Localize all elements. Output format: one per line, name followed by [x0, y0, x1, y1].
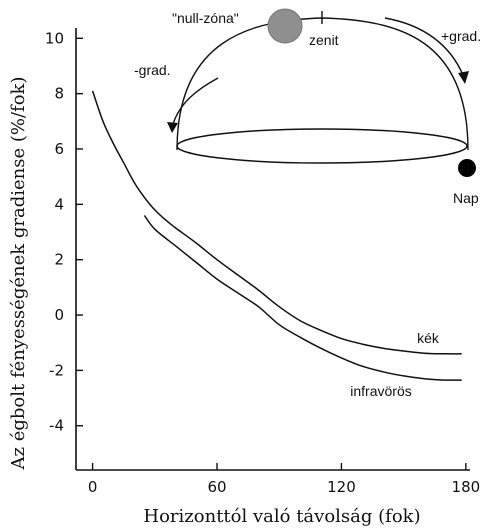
- x-axis-ticks: 0 60 120 180: [88, 463, 480, 496]
- y-tick-label: 10: [45, 29, 64, 47]
- y-axis-ticks: 10 8 6 4 2 0 -2 -4: [45, 29, 83, 435]
- y-tick-label: -2: [49, 361, 64, 379]
- series-layer: [91, 90, 462, 381]
- sky-dome-diagram: "null-zóna" zenit -grad. +grad. Nap: [134, 8, 481, 206]
- sun-label: Nap: [453, 190, 479, 206]
- zenith-label: zenit: [309, 32, 339, 48]
- x-tick-label: 180: [452, 478, 481, 496]
- plus-gradient-label: +grad.: [441, 28, 481, 44]
- series-line-infrared: [143, 214, 462, 381]
- x-tick-label: 120: [327, 478, 356, 496]
- y-tick-label: 2: [54, 251, 64, 269]
- x-tick-label: 0: [88, 478, 98, 496]
- y-tick-label: -4: [49, 417, 64, 435]
- plus-gradient-arrow: [384, 17, 464, 76]
- null-zone-disc: [267, 8, 303, 44]
- x-tick-label: 60: [207, 478, 226, 496]
- y-tick-label: 8: [54, 85, 64, 103]
- plus-gradient-arrowhead: [458, 71, 469, 84]
- minus-gradient-arrowhead: [167, 122, 178, 133]
- y-axis-title: Az égbolt fényességének gradiense (%/fok…: [8, 77, 29, 471]
- x-axis-title: Horizonttól való távolság (fok): [143, 506, 420, 527]
- y-tick-label: 6: [54, 140, 64, 158]
- sun-disc: [458, 159, 476, 177]
- series-line-blue: [91, 90, 462, 355]
- axes: [75, 28, 470, 471]
- null-zone-label: "null-zóna": [172, 10, 239, 26]
- minus-gradient-label: -grad.: [134, 62, 171, 78]
- horizon-ellipse: [176, 128, 468, 164]
- y-tick-label: 0: [54, 306, 64, 324]
- minus-gradient-arrow: [172, 77, 219, 125]
- series-label-blue: kék: [417, 330, 440, 346]
- series-label-infrared: infravörös: [350, 383, 411, 399]
- y-tick-label: 4: [54, 195, 64, 213]
